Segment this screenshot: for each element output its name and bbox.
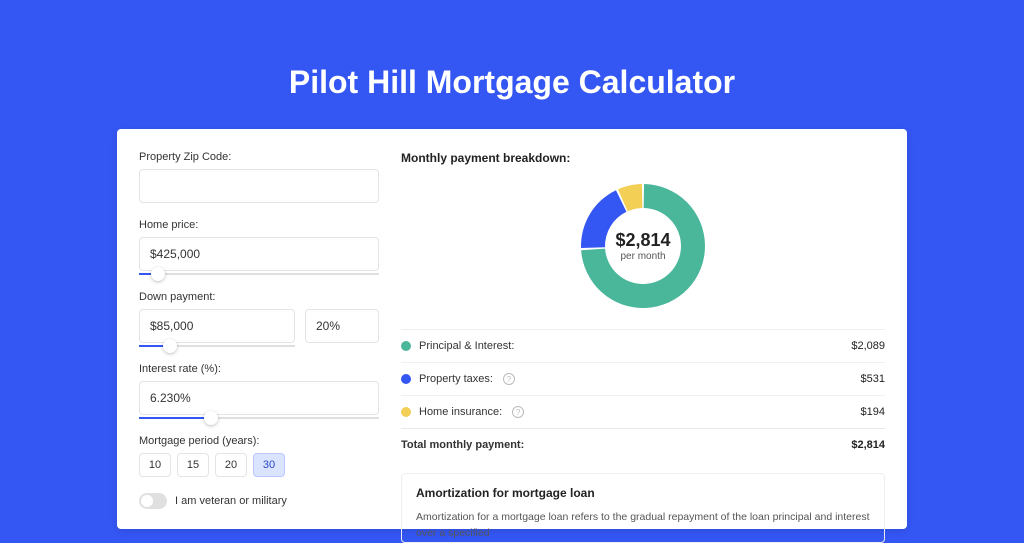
interest-input[interactable]	[139, 381, 379, 415]
period-option-30[interactable]: 30	[253, 453, 285, 477]
breakdown-panel: Monthly payment breakdown: $2,814 per mo…	[401, 151, 885, 529]
home-price-label: Home price:	[139, 219, 379, 231]
veteran-row: I am veteran or military	[139, 493, 379, 509]
period-label: Mortgage period (years):	[139, 435, 379, 447]
period-options: 10152030	[139, 453, 379, 477]
period-option-15[interactable]: 15	[177, 453, 209, 477]
down-payment-input[interactable]	[139, 309, 295, 343]
amortization-title: Amortization for mortgage loan	[416, 486, 870, 500]
interest-field: Interest rate (%):	[139, 363, 379, 419]
info-icon[interactable]: ?	[503, 373, 515, 385]
legend-dot-icon	[401, 374, 411, 384]
interest-slider[interactable]	[139, 413, 379, 419]
period-option-20[interactable]: 20	[215, 453, 247, 477]
down-payment-label: Down payment:	[139, 291, 379, 303]
legend-dot-icon	[401, 407, 411, 417]
breakdown-title: Monthly payment breakdown:	[401, 151, 885, 165]
zip-input[interactable]	[139, 169, 379, 203]
home-price-input[interactable]	[139, 237, 379, 271]
veteran-toggle[interactable]	[139, 493, 167, 509]
legend-value: $2,089	[851, 340, 885, 352]
zip-field: Property Zip Code:	[139, 151, 379, 203]
home-price-field: Home price:	[139, 219, 379, 275]
page-title: Pilot Hill Mortgage Calculator	[0, 0, 1024, 129]
legend-label: Property taxes:	[419, 373, 493, 385]
total-row: Total monthly payment: $2,814	[401, 428, 885, 461]
calculator-card: Property Zip Code: Home price: Down paym…	[117, 129, 907, 529]
amortization-text: Amortization for a mortgage loan refers …	[416, 510, 870, 542]
down-payment-field: Down payment:	[139, 291, 379, 347]
input-panel: Property Zip Code: Home price: Down paym…	[139, 151, 379, 529]
info-icon[interactable]: ?	[512, 406, 524, 418]
total-value: $2,814	[851, 439, 885, 451]
veteran-label: I am veteran or military	[175, 495, 287, 507]
amortization-box: Amortization for mortgage loan Amortizat…	[401, 473, 885, 543]
period-field: Mortgage period (years): 10152030	[139, 435, 379, 477]
legend-value: $531	[861, 373, 885, 385]
down-payment-slider[interactable]	[139, 341, 295, 347]
legend-row: Property taxes:? $531	[401, 362, 885, 395]
legend-label: Principal & Interest:	[419, 340, 514, 352]
legend-dot-icon	[401, 341, 411, 351]
legend-label: Home insurance:	[419, 406, 502, 418]
interest-label: Interest rate (%):	[139, 363, 379, 375]
legend-value: $194	[861, 406, 885, 418]
donut-chart: $2,814 per month	[401, 175, 885, 329]
zip-label: Property Zip Code:	[139, 151, 379, 163]
down-payment-pct-input[interactable]	[305, 309, 379, 343]
total-label: Total monthly payment:	[401, 439, 524, 451]
legend-row: Home insurance:? $194	[401, 395, 885, 428]
legend-row: Principal & Interest: $2,089	[401, 329, 885, 362]
period-option-10[interactable]: 10	[139, 453, 171, 477]
home-price-slider[interactable]	[139, 269, 379, 275]
